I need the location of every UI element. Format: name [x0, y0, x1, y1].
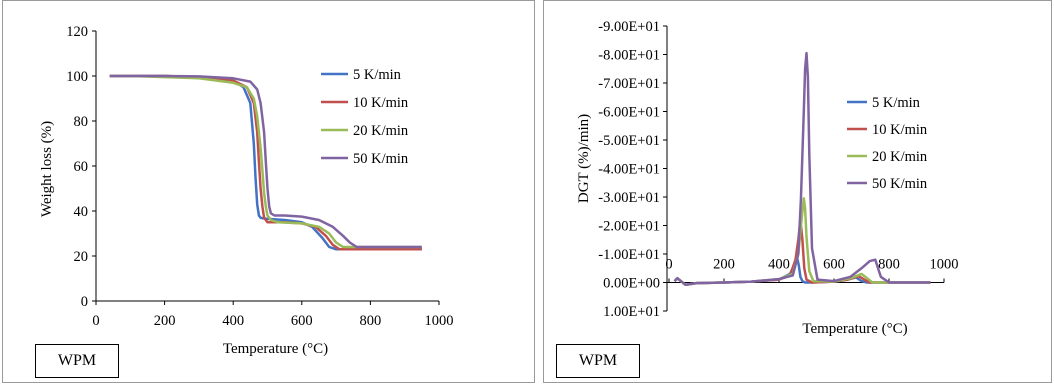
y-tick-label: 1.00E+01 [603, 304, 660, 320]
x-tick-label: 400 [768, 257, 790, 273]
y-tick-label: 120 [66, 24, 88, 40]
tga-chart-panel: 0 20 40 60 80 100 120 0 200 400 600 800 1000 Temperat… [2, 0, 535, 383]
legend-label: 10 K/min [872, 122, 928, 138]
x-tick-label: 600 [823, 257, 845, 273]
legend-label: 5 K/min [353, 67, 402, 83]
series-line-2 [109, 74, 422, 251]
y-tick-label: 0.00E+00 [603, 276, 660, 292]
x-axis-title: Temperature (°C) [223, 341, 328, 357]
legend-label: 50 K/min [353, 151, 409, 167]
x-tick-label: 600 [291, 313, 313, 329]
series-line-2 [673, 218, 931, 287]
x-tick-label: 1000 [425, 313, 454, 329]
x-tick-label: 200 [154, 313, 176, 329]
sample-label-box: WPM [556, 344, 640, 378]
y-tick-label: -7.00E+01 [598, 76, 660, 92]
y-tick-label: 60 [74, 159, 89, 175]
y-axis-title: DGT (%)/min) [576, 114, 592, 203]
y-axis-title: Weight loss (%) [39, 121, 55, 217]
dtg-chart: -9.00E+01 -8.00E+01 -7.00E+01 -6.00E+01 -5.0… [576, 19, 959, 337]
x-tick-label: 1000 [930, 257, 959, 273]
y-tick-label: -9.00E+01 [598, 19, 660, 35]
legend-label: 5 K/min [872, 95, 921, 111]
y-tick-label: -2.00E+01 [598, 219, 660, 235]
y-tick-label: 40 [74, 204, 89, 220]
legend-label: 10 K/min [353, 95, 409, 111]
x-tick-label: 0 [665, 257, 672, 273]
y-tick-label: 20 [74, 249, 89, 265]
x-tick-label: 800 [878, 257, 900, 273]
y-tick-label: -6.00E+01 [598, 105, 660, 121]
x-tick-label: 0 [92, 313, 99, 329]
x-tick-label: 800 [360, 313, 382, 329]
y-tick-label: 80 [74, 114, 89, 130]
sample-label-box: WPM [35, 344, 119, 378]
x-axis-title: Temperature (°C) [802, 321, 907, 337]
y-tick-label: 100 [66, 69, 88, 85]
y-tick-label: -8.00E+01 [598, 48, 660, 64]
y-tick-label: -1.00E+01 [598, 247, 660, 263]
series-line-4 [109, 74, 422, 249]
y-tick-label: -5.00E+01 [598, 133, 660, 149]
legend-label: 20 K/min [353, 123, 409, 139]
series-line-3 [109, 74, 422, 249]
x-tick-label: 200 [713, 257, 735, 273]
legend-label: 50 K/min [872, 176, 928, 192]
y-tick-label: -4.00E+01 [598, 162, 660, 178]
y-tick-label: 0 [81, 294, 88, 310]
dtg-chart-panel: -9.00E+01 -8.00E+01 -7.00E+01 -6.00E+01 -5.0… [543, 0, 1052, 383]
series-line-4 [673, 51, 931, 287]
tga-chart: 0 20 40 60 80 100 120 0 200 400 600 800 1000 Temperat… [39, 24, 454, 357]
x-tick-label: 400 [222, 313, 244, 329]
y-tick-label: -3.00E+01 [598, 190, 660, 206]
legend-label: 20 K/min [872, 149, 928, 165]
